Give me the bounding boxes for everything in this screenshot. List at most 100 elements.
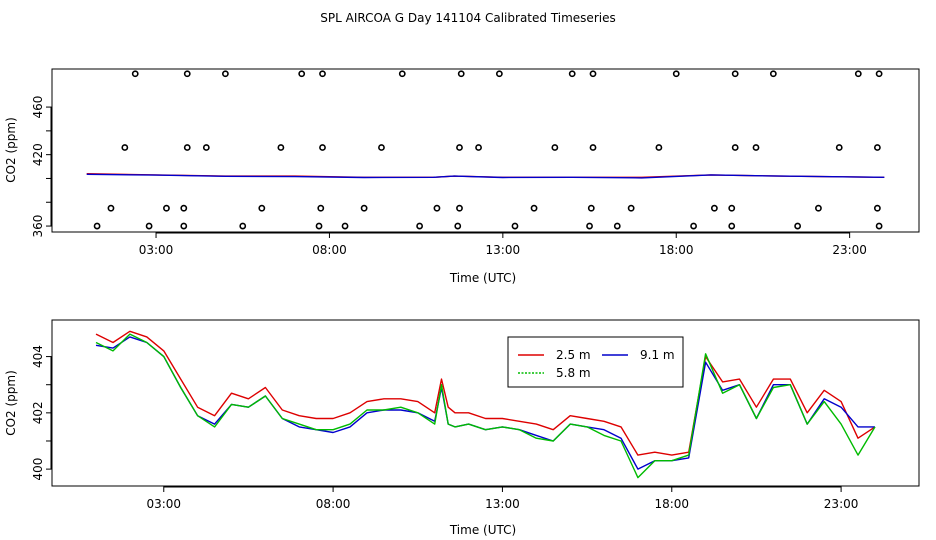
top-y-axis-label: CO2 (ppm) <box>4 117 18 183</box>
data-marker <box>587 204 595 212</box>
data-marker <box>454 222 462 230</box>
top-y-axis: 360 420 460 <box>31 96 52 238</box>
series-line-9-1-m <box>86 173 885 179</box>
top-y-tick-label: 460 <box>31 96 45 119</box>
bottom-x-tick-label: 23:00 <box>824 497 859 511</box>
data-marker <box>655 144 663 151</box>
data-marker <box>183 70 191 78</box>
data-marker <box>378 144 385 151</box>
series-line-2-5-m <box>95 330 876 456</box>
panel-top: 03:00 08:00 13:00 18:00 23:00 360 420 460 Time… <box>4 68 920 285</box>
data-marker <box>815 204 822 212</box>
data-marker <box>456 144 463 151</box>
panel-bottom-frame <box>51 319 920 487</box>
data-marker <box>728 204 736 212</box>
data-marker <box>298 70 306 78</box>
data-marker <box>416 222 424 230</box>
data-marker <box>202 144 210 151</box>
top-x-tick-label: 03:00 <box>139 243 174 257</box>
data-marker <box>319 70 326 78</box>
figure-title: SPL AIRCOA G Day 141104 Calibrated Times… <box>320 11 615 25</box>
data-marker <box>456 204 463 212</box>
data-marker <box>728 222 736 230</box>
data-marker <box>457 70 465 78</box>
top-markers <box>93 70 883 230</box>
data-marker <box>731 70 739 78</box>
data-marker <box>731 144 739 151</box>
data-marker <box>221 70 229 78</box>
data-marker <box>145 222 153 230</box>
data-marker <box>319 144 326 151</box>
legend-label-9-1m: 9.1 m <box>640 348 675 362</box>
data-marker <box>183 144 191 151</box>
data-marker <box>131 70 139 78</box>
data-marker <box>854 70 862 78</box>
bottom-y-axis: 400 402 404 <box>31 345 52 481</box>
data-marker <box>710 204 718 212</box>
data-marker <box>180 222 188 230</box>
top-x-axis-label: Time (UTC) <box>449 271 516 285</box>
top-x-axis: 03:00 08:00 13:00 18:00 23:00 <box>139 232 867 257</box>
bottom-y-tick-label: 400 <box>31 458 45 481</box>
data-marker <box>530 204 538 212</box>
data-marker <box>121 144 129 151</box>
data-marker <box>690 222 697 230</box>
data-marker <box>433 204 441 212</box>
panel-top-frame <box>51 68 920 233</box>
data-marker <box>511 222 519 230</box>
bottom-x-axis-label: Time (UTC) <box>449 523 516 537</box>
data-marker <box>672 70 680 78</box>
data-marker <box>568 70 576 78</box>
bottom-series <box>95 330 876 479</box>
bottom-x-tick-label: 18:00 <box>654 497 689 511</box>
legend-label-5-8m: 5.8 m <box>556 366 591 380</box>
data-marker <box>341 222 349 230</box>
data-marker <box>107 204 115 212</box>
data-marker <box>398 70 406 78</box>
bottom-y-tick-label: 404 <box>31 345 45 368</box>
data-marker <box>613 222 621 230</box>
legend-label-2-5m: 2.5 m <box>556 348 591 362</box>
data-marker <box>627 204 635 212</box>
data-marker <box>495 70 503 78</box>
data-marker <box>277 144 285 151</box>
data-marker <box>586 222 593 230</box>
bottom-x-tick-label: 13:00 <box>485 497 520 511</box>
data-marker <box>835 144 843 151</box>
top-x-tick-label: 08:00 <box>312 243 347 257</box>
data-marker <box>589 144 597 151</box>
panel-bottom: 03:00 08:00 13:00 18:00 23:00 400 402 404 Time… <box>4 319 920 537</box>
top-x-tick-label: 18:00 <box>659 243 694 257</box>
legend-box <box>507 336 684 388</box>
data-marker <box>258 204 266 212</box>
data-marker <box>317 204 325 212</box>
data-marker <box>794 222 802 230</box>
data-marker <box>875 222 883 230</box>
data-marker <box>163 204 170 212</box>
data-marker <box>589 70 597 78</box>
data-marker <box>360 204 368 212</box>
top-x-tick-label: 23:00 <box>832 243 867 257</box>
top-y-tick-label: 360 <box>31 215 45 238</box>
top-x-tick-label: 13:00 <box>486 243 521 257</box>
data-marker <box>239 222 247 230</box>
data-marker <box>180 204 188 212</box>
data-marker <box>873 144 881 151</box>
data-marker <box>752 144 760 151</box>
legend: 2.5 m 9.1 m 5.8 m <box>507 336 684 388</box>
bottom-x-tick-label: 03:00 <box>146 497 181 511</box>
data-marker <box>475 144 482 151</box>
data-marker <box>873 204 881 212</box>
bottom-y-tick-label: 402 <box>31 401 45 424</box>
top-series <box>86 173 885 179</box>
bottom-x-tick-label: 08:00 <box>316 497 351 511</box>
series-line-5-8-m <box>95 333 876 479</box>
data-marker <box>769 70 777 78</box>
bottom-y-axis-label: CO2 (ppm) <box>4 370 18 436</box>
data-marker <box>93 222 101 230</box>
data-marker <box>875 70 883 78</box>
data-marker <box>551 144 559 151</box>
data-marker <box>315 222 323 230</box>
bottom-x-axis: 03:00 08:00 13:00 18:00 23:00 <box>146 486 858 511</box>
